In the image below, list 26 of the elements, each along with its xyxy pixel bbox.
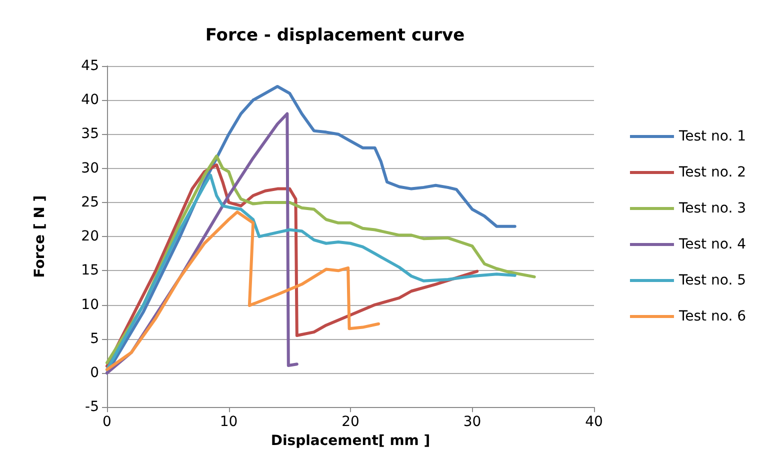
y-tick-label: 40 (81, 92, 99, 108)
legend-label: Test no. 5 (678, 272, 746, 288)
x-tick-label: 30 (463, 414, 482, 430)
legend-label: Test no. 2 (678, 164, 746, 180)
legend-label: Test no. 3 (678, 200, 746, 216)
y-tick-label: 10 (81, 296, 99, 313)
x-tick-label: 10 (220, 414, 238, 430)
legend-label: Test no. 6 (678, 308, 746, 324)
x-tick-label: 40 (585, 414, 603, 430)
y-axis-title: Force [ N ] (32, 195, 48, 278)
y-tick-label: 45 (81, 58, 99, 74)
chart-title: Force - displacement curve (205, 26, 465, 46)
x-tick-label: 20 (342, 414, 360, 430)
x-tick-label: 0 (102, 414, 112, 430)
legend-label: Test no. 4 (678, 236, 746, 252)
y-tick-label: 5 (90, 330, 99, 347)
y-tick-label: 0 (90, 364, 99, 381)
y-tick-label: 30 (81, 160, 99, 176)
line-series (106, 210, 380, 372)
y-tick-label: 35 (81, 126, 99, 142)
y-tick-label: 25 (81, 194, 99, 210)
y-tick-label: 15 (81, 262, 99, 279)
y-tick-label: -5 (85, 399, 99, 416)
y-tick-label: 20 (81, 228, 99, 245)
x-axis-title: Displacement[ mm ] (270, 433, 430, 449)
legend-label: Test no. 1 (678, 128, 746, 144)
